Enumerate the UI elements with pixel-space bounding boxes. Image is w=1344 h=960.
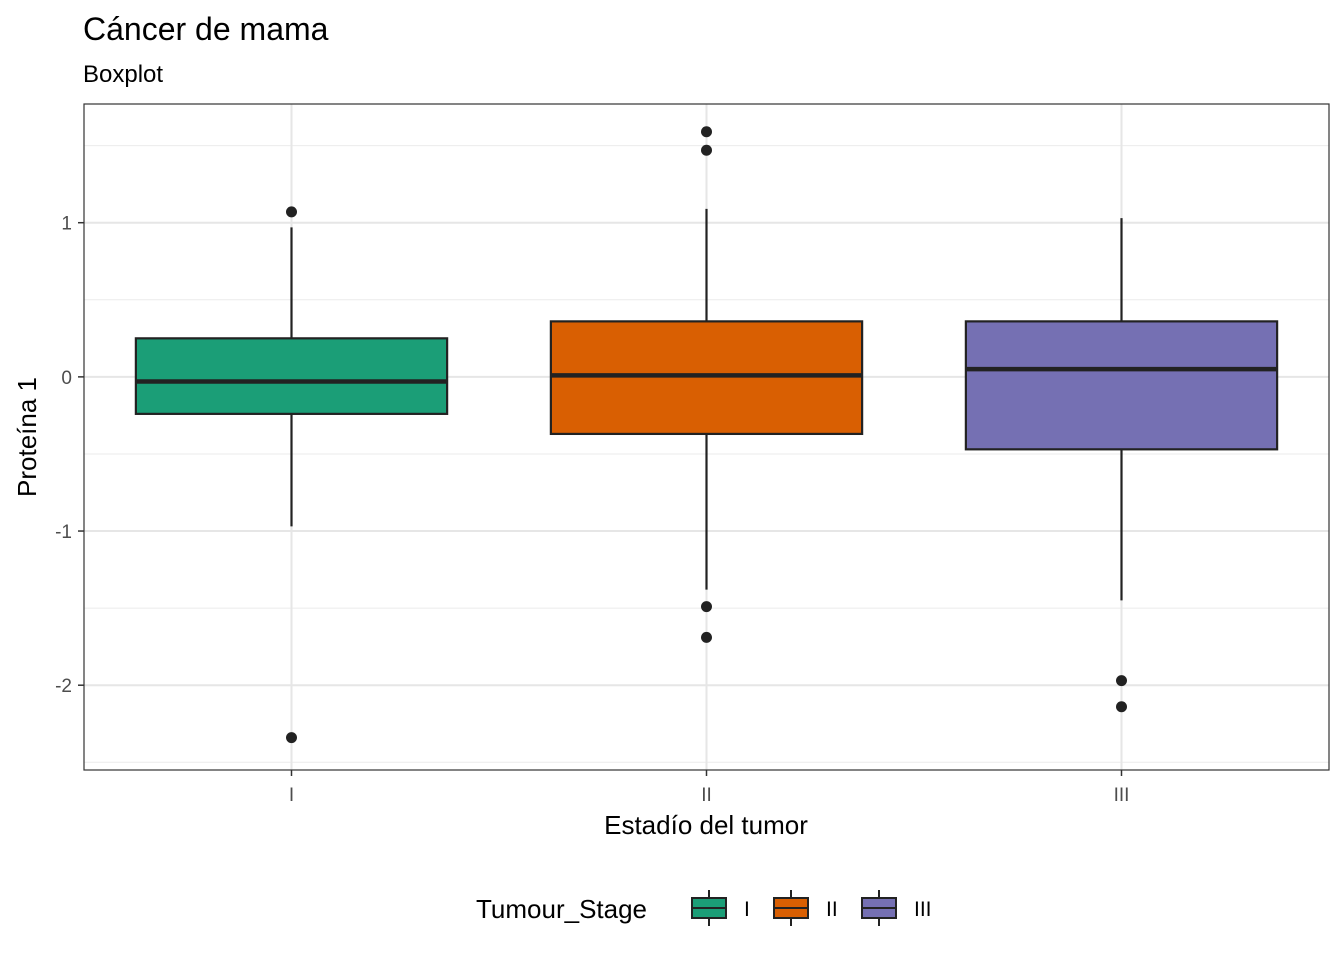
chart-title: Cáncer de mama (83, 11, 329, 47)
box-rect (134, 337, 449, 415)
x-tick-label: III (1114, 785, 1130, 806)
outlier-point (701, 631, 712, 643)
outlier-point (701, 144, 712, 156)
legend-key-III (861, 890, 897, 926)
box-rect (964, 320, 1279, 451)
outlier-point (1116, 675, 1127, 687)
legend-label: III (914, 898, 932, 921)
legend-key-I (691, 890, 727, 926)
y-axis-ticks: 1 0 -1 -2 (55, 214, 84, 697)
x-axis-title: Estadío del tumor (604, 810, 808, 840)
box-I (134, 206, 449, 744)
legend: I II III (691, 890, 932, 926)
box-II (549, 126, 864, 643)
y-axis-title: Proteína 1 (12, 377, 42, 497)
legend-label: I (744, 898, 750, 921)
outlier-point (701, 601, 712, 613)
legend-label: II (826, 898, 838, 921)
y-tick-label: -2 (55, 676, 72, 697)
y-tick-label: -1 (55, 522, 72, 543)
box-rect (549, 320, 864, 436)
outlier-point (286, 732, 297, 744)
outlier-point (286, 206, 297, 218)
boxes-layer (134, 126, 1279, 744)
x-tick-label: II (701, 785, 712, 806)
legend-title: Tumour_Stage (476, 894, 647, 924)
outlier-point (1116, 701, 1127, 713)
x-tick-label: I (289, 785, 294, 806)
x-axis-ticks: I II III (289, 770, 1130, 806)
box-III (964, 218, 1279, 713)
y-tick-label: 1 (61, 214, 72, 235)
outlier-point (701, 126, 712, 138)
chart-subtitle: Boxplot (83, 61, 163, 88)
legend-key-II (773, 890, 809, 926)
y-tick-label: 0 (61, 368, 72, 389)
